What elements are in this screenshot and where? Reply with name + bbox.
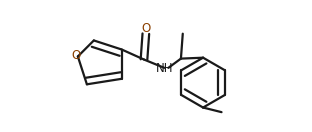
Text: O: O <box>71 49 80 62</box>
Text: O: O <box>141 22 150 35</box>
Text: NH: NH <box>156 62 173 75</box>
